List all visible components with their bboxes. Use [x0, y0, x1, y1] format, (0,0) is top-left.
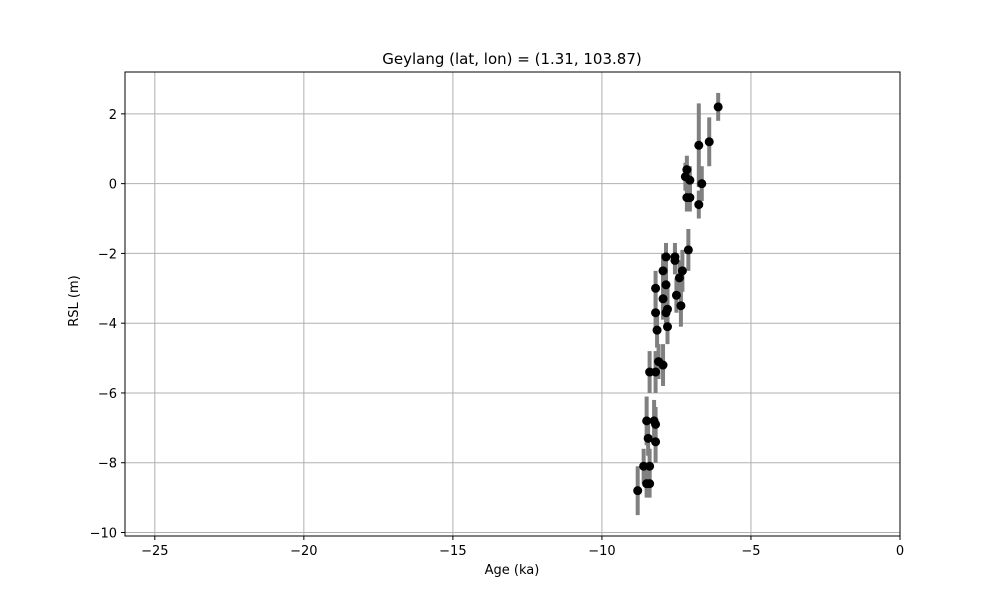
data-point	[642, 416, 652, 426]
y-tick-label: −8	[98, 457, 117, 472]
data-point	[651, 419, 661, 429]
x-tick-label: −5	[741, 544, 760, 559]
data-point	[671, 290, 681, 300]
y-tick-label: −10	[90, 527, 117, 542]
data-point	[676, 301, 686, 311]
x-axis-label: Age (ka)	[485, 563, 540, 578]
y-axis-ticks: −10 −8 −6 −4 −2 0 2	[90, 108, 125, 542]
data-markers	[633, 102, 723, 496]
data-point	[658, 294, 668, 304]
data-point	[658, 360, 668, 370]
data-point	[683, 245, 693, 255]
data-point	[643, 433, 653, 443]
data-point	[685, 193, 695, 203]
chart-title: Geylang (lat, lon) = (1.31, 103.87)	[382, 50, 641, 68]
data-point	[674, 273, 684, 283]
y-tick-label: −2	[98, 247, 117, 262]
y-tick-label: −4	[98, 317, 117, 332]
x-tick-label: −15	[439, 544, 466, 559]
data-point	[651, 283, 661, 293]
data-point	[652, 325, 662, 335]
x-tick-label: −10	[588, 544, 615, 559]
y-axis-label: RSL (m)	[67, 275, 82, 326]
x-axis-ticks: −25 −20 −15 −10 −5 0	[141, 536, 904, 559]
data-point	[694, 140, 704, 150]
data-point	[663, 322, 672, 332]
data-point	[651, 367, 661, 377]
data-point	[697, 179, 707, 189]
x-tick-label: 0	[896, 544, 904, 559]
data-point	[670, 252, 680, 262]
data-point	[677, 266, 687, 276]
y-tick-label: 2	[109, 108, 117, 123]
plot-frame	[124, 71, 901, 537]
data-point	[651, 308, 661, 318]
x-tick-label: −20	[290, 544, 317, 559]
data-point	[694, 200, 704, 210]
data-point	[651, 437, 661, 447]
y-tick-label: 0	[109, 178, 117, 193]
data-point	[645, 479, 655, 489]
data-point	[661, 308, 671, 318]
data-point	[645, 461, 655, 471]
data-point	[658, 266, 668, 276]
data-point	[704, 137, 714, 147]
y-tick-label: −6	[98, 387, 117, 402]
data-point	[661, 280, 671, 290]
data-point	[633, 486, 643, 496]
data-point	[682, 165, 692, 175]
data-point	[661, 252, 671, 262]
x-tick-label: −25	[141, 544, 168, 559]
data-point	[713, 102, 723, 112]
data-point	[685, 175, 695, 185]
